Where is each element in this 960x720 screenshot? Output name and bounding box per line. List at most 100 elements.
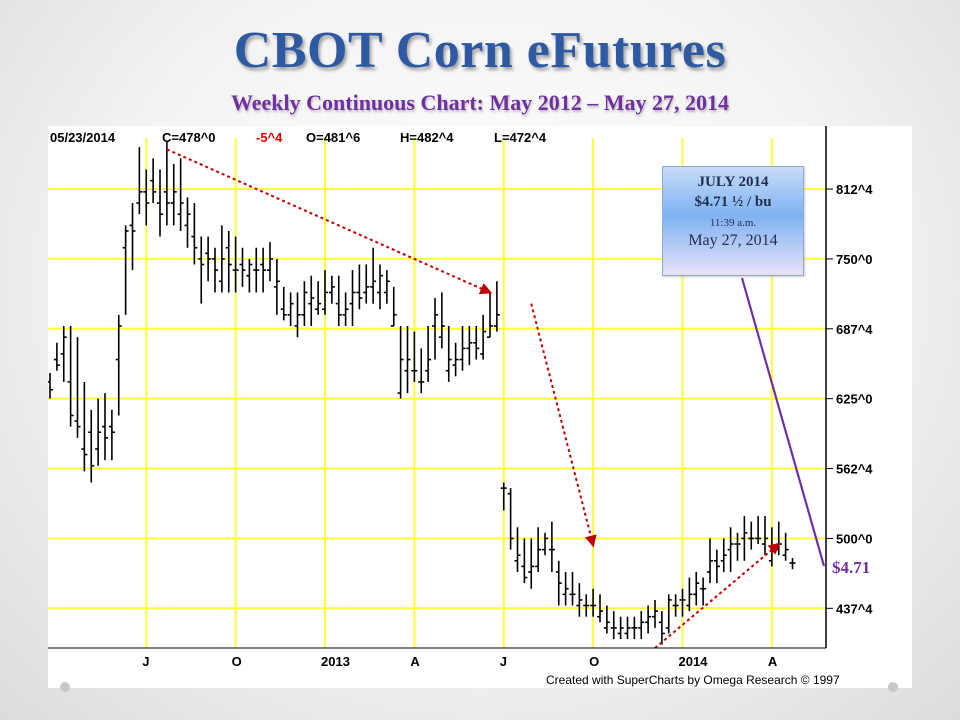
ohlc-bar (597, 594, 603, 623)
chart-credit: Created with SuperCharts by Omega Resear… (546, 673, 840, 687)
ohlc-bar (727, 527, 734, 572)
ohlc-bar (397, 326, 404, 399)
callout-date: May 27, 2014 (688, 232, 778, 249)
callout-price: $4.71 ½ / bu (694, 194, 772, 210)
ohlc-bar (170, 163, 177, 226)
ohlc-bar (672, 594, 679, 617)
header-open: O=481^6 (306, 130, 360, 145)
header-high: H=482^4 (400, 130, 454, 145)
ohlc-bar (487, 292, 493, 338)
ohlc-bar (349, 270, 356, 327)
x-tick-label: O (589, 654, 599, 669)
ohlc-bar (528, 538, 535, 589)
ohlc-bar (617, 616, 624, 640)
ohlc-bar (480, 314, 487, 360)
x-tick-labels: J O 2013 A J O 2014 A (142, 654, 778, 669)
ohlc-bar (569, 571, 576, 606)
ohlc-bar (700, 577, 707, 606)
callout-time: 11:39 a.m. (709, 217, 757, 229)
ohlc-bar (60, 326, 67, 382)
trend-arrow-up (654, 542, 781, 649)
ohlc-bar (645, 605, 652, 634)
ohlc-bar (638, 611, 645, 640)
ohlc-bar (191, 203, 198, 265)
y-tick-label: 437^4 (836, 601, 873, 616)
header-change: -5^4 (256, 130, 283, 145)
ohlc-bar (425, 326, 432, 382)
ohlc-bar (163, 141, 170, 226)
ohlc-bar (308, 275, 315, 327)
header-low: L=472^4 (494, 130, 547, 145)
slide-title: CBOT Corn eFutures (233, 22, 727, 79)
ohlc-bar (225, 230, 232, 293)
ohlc-bar (47, 372, 53, 399)
ohlc-bar (102, 393, 108, 461)
ohlc-bar (603, 605, 610, 634)
ohlc-bar (679, 588, 686, 617)
slide-dot-right (888, 682, 898, 692)
ohlc-bar (755, 516, 762, 545)
ohlc-bar (342, 292, 349, 327)
y-tick-label: 500^0 (836, 531, 873, 546)
ohlc-bar (150, 158, 157, 204)
ohlc-bar (542, 532, 548, 556)
x-tick-label: J (142, 654, 149, 669)
ohlc-bar (212, 247, 218, 293)
ohlc-bar (363, 264, 370, 304)
ohlc-bar (404, 326, 411, 394)
ohlc-bar (590, 588, 597, 617)
ohlc-bar (438, 292, 445, 349)
ohlc-bar (157, 169, 163, 237)
ohlc-bar (500, 482, 507, 511)
ohlc-bar (267, 242, 273, 282)
price-callout-box: JULY 2014 $4.71 ½ / bu 11:39 a.m. May 27… (662, 166, 804, 276)
ohlc-bar (624, 616, 631, 640)
ohlc-bar (294, 292, 301, 338)
y-tick-labels: 437^4 500^0 562^4 625^0 687^4 750^0 812^4 (826, 182, 873, 616)
trend-arrow-down-1 (166, 148, 493, 295)
ohlc-bar (452, 342, 459, 377)
ohlc-bar (95, 398, 102, 466)
current-price-label: $4.71 (832, 558, 871, 577)
ohlc-bar (610, 611, 617, 640)
ohlc-bar (658, 611, 665, 645)
ohlc-bar (177, 158, 184, 231)
ohlc-bar (631, 616, 638, 640)
ohlc-bar (782, 532, 789, 561)
header-date: 05/23/2014 (50, 130, 116, 145)
ohlc-bar (315, 281, 322, 315)
ohlc-bar (253, 247, 260, 293)
ohlc-bar (377, 264, 383, 310)
ohlc-bar (665, 594, 672, 634)
ohlc-bar (232, 236, 239, 293)
x-tick-label: 2013 (321, 654, 350, 669)
ohlc-bar (143, 169, 150, 226)
ohlc-bar (198, 236, 205, 304)
y-tick-label: 562^4 (836, 462, 873, 477)
ohlc-bar (335, 275, 342, 327)
y-tick-label: 812^4 (836, 182, 873, 197)
ohlc-bar (555, 560, 562, 606)
ohlc-bar (720, 538, 727, 572)
ohlc-bar (514, 527, 521, 572)
callout-contract: JULY 2014 (697, 174, 769, 190)
ohlc-bar (205, 236, 212, 282)
ohlc-bar (115, 314, 122, 416)
slide-subtitle: Weekly Continuous Chart: May 2012 – May … (230, 90, 730, 115)
ohlc-bar (53, 342, 60, 371)
trend-arrow-down-2 (530, 303, 597, 548)
price-bars (47, 141, 796, 645)
ohlc-bar (466, 326, 473, 366)
x-tick-label: A (410, 654, 420, 669)
ohlc-bar (273, 258, 280, 315)
ohlc-bar (390, 286, 397, 327)
ohlc-bar (432, 298, 438, 360)
ohlc-bar (762, 516, 768, 556)
x-tick-label: O (232, 654, 242, 669)
ohlc-bar (301, 281, 308, 327)
ohlc-bar (383, 270, 390, 304)
ohlc-bar (562, 571, 569, 606)
ohlc-bar (246, 258, 253, 293)
ohlc-bar (473, 326, 480, 360)
ohlc-bar (576, 583, 583, 617)
